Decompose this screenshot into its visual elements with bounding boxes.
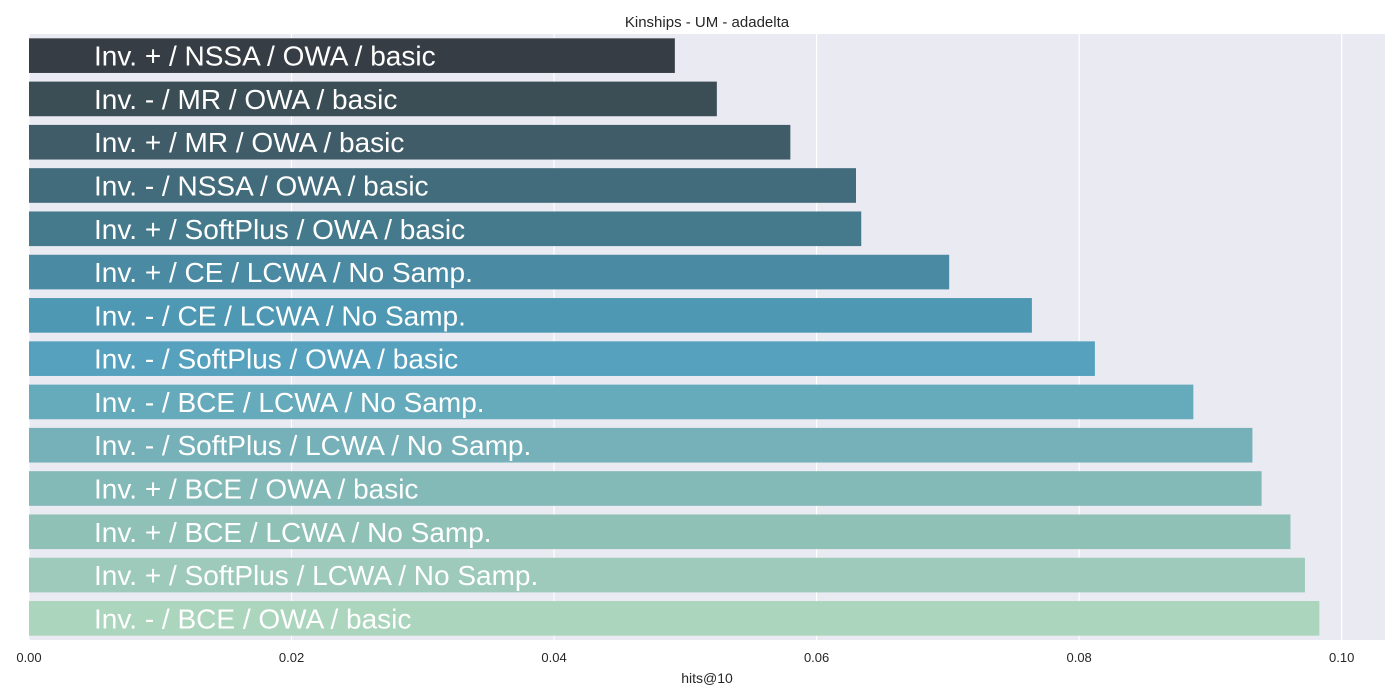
bar-label: Inv. + / BCE / OWA / basic [94,474,418,505]
bar [29,124,791,160]
bar-label: Inv. + / SoftPlus / LCWA / No Samp. [94,560,538,591]
x-tick-label: 0.08 [1066,650,1091,665]
bar-label: Inv. + / BCE / LCWA / No Samp. [94,517,492,548]
bar [29,168,856,203]
x-tick-label: 0.00 [16,650,41,665]
bar-label: Inv. + / NSSA / OWA / basic [94,41,436,72]
bar-label: Inv. - / SoftPlus / LCWA / No Samp. [94,430,531,461]
bar-label: Inv. - / BCE / LCWA / No Samp. [94,387,485,418]
bar [29,341,1095,376]
bar [29,427,1253,463]
bar-label: Inv. + / SoftPlus / OWA / basic [94,214,465,245]
bar [29,384,1194,420]
bar-label: Inv. + / MR / OWA / basic [94,127,404,158]
bar [29,298,1032,333]
bar-label: Inv. - / SoftPlus / OWA / basic [94,344,458,375]
bar [29,254,950,290]
bar [29,81,717,117]
bar-label: Inv. + / CE / LCWA / No Samp. [94,257,473,288]
x-tick-label: 0.04 [541,650,566,665]
x-axis-label: hits@10 [681,670,733,686]
bar [29,601,1320,636]
bar [29,471,1262,506]
x-tick-label: 0.02 [279,650,304,665]
x-tick-label: 0.06 [804,650,829,665]
bar-label: Inv. - / NSSA / OWA / basic [94,171,429,202]
chart-title: Kinships - UM - adadelta [625,14,790,31]
plot-area: 0.00 0.02 0.04 0.06 0.08 0.10 Inv. + / NSSA / … [16,34,1385,665]
bar [29,514,1291,550]
bar-label: Inv. - / BCE / OWA / basic [94,603,411,634]
bar [29,211,862,247]
bar-label: Inv. - / CE / LCWA / No Samp. [94,300,466,331]
x-tick-label: 0.10 [1329,650,1354,665]
bar-label: Inv. - / MR / OWA / basic [94,84,397,115]
bar [29,557,1305,593]
bar [29,38,675,73]
